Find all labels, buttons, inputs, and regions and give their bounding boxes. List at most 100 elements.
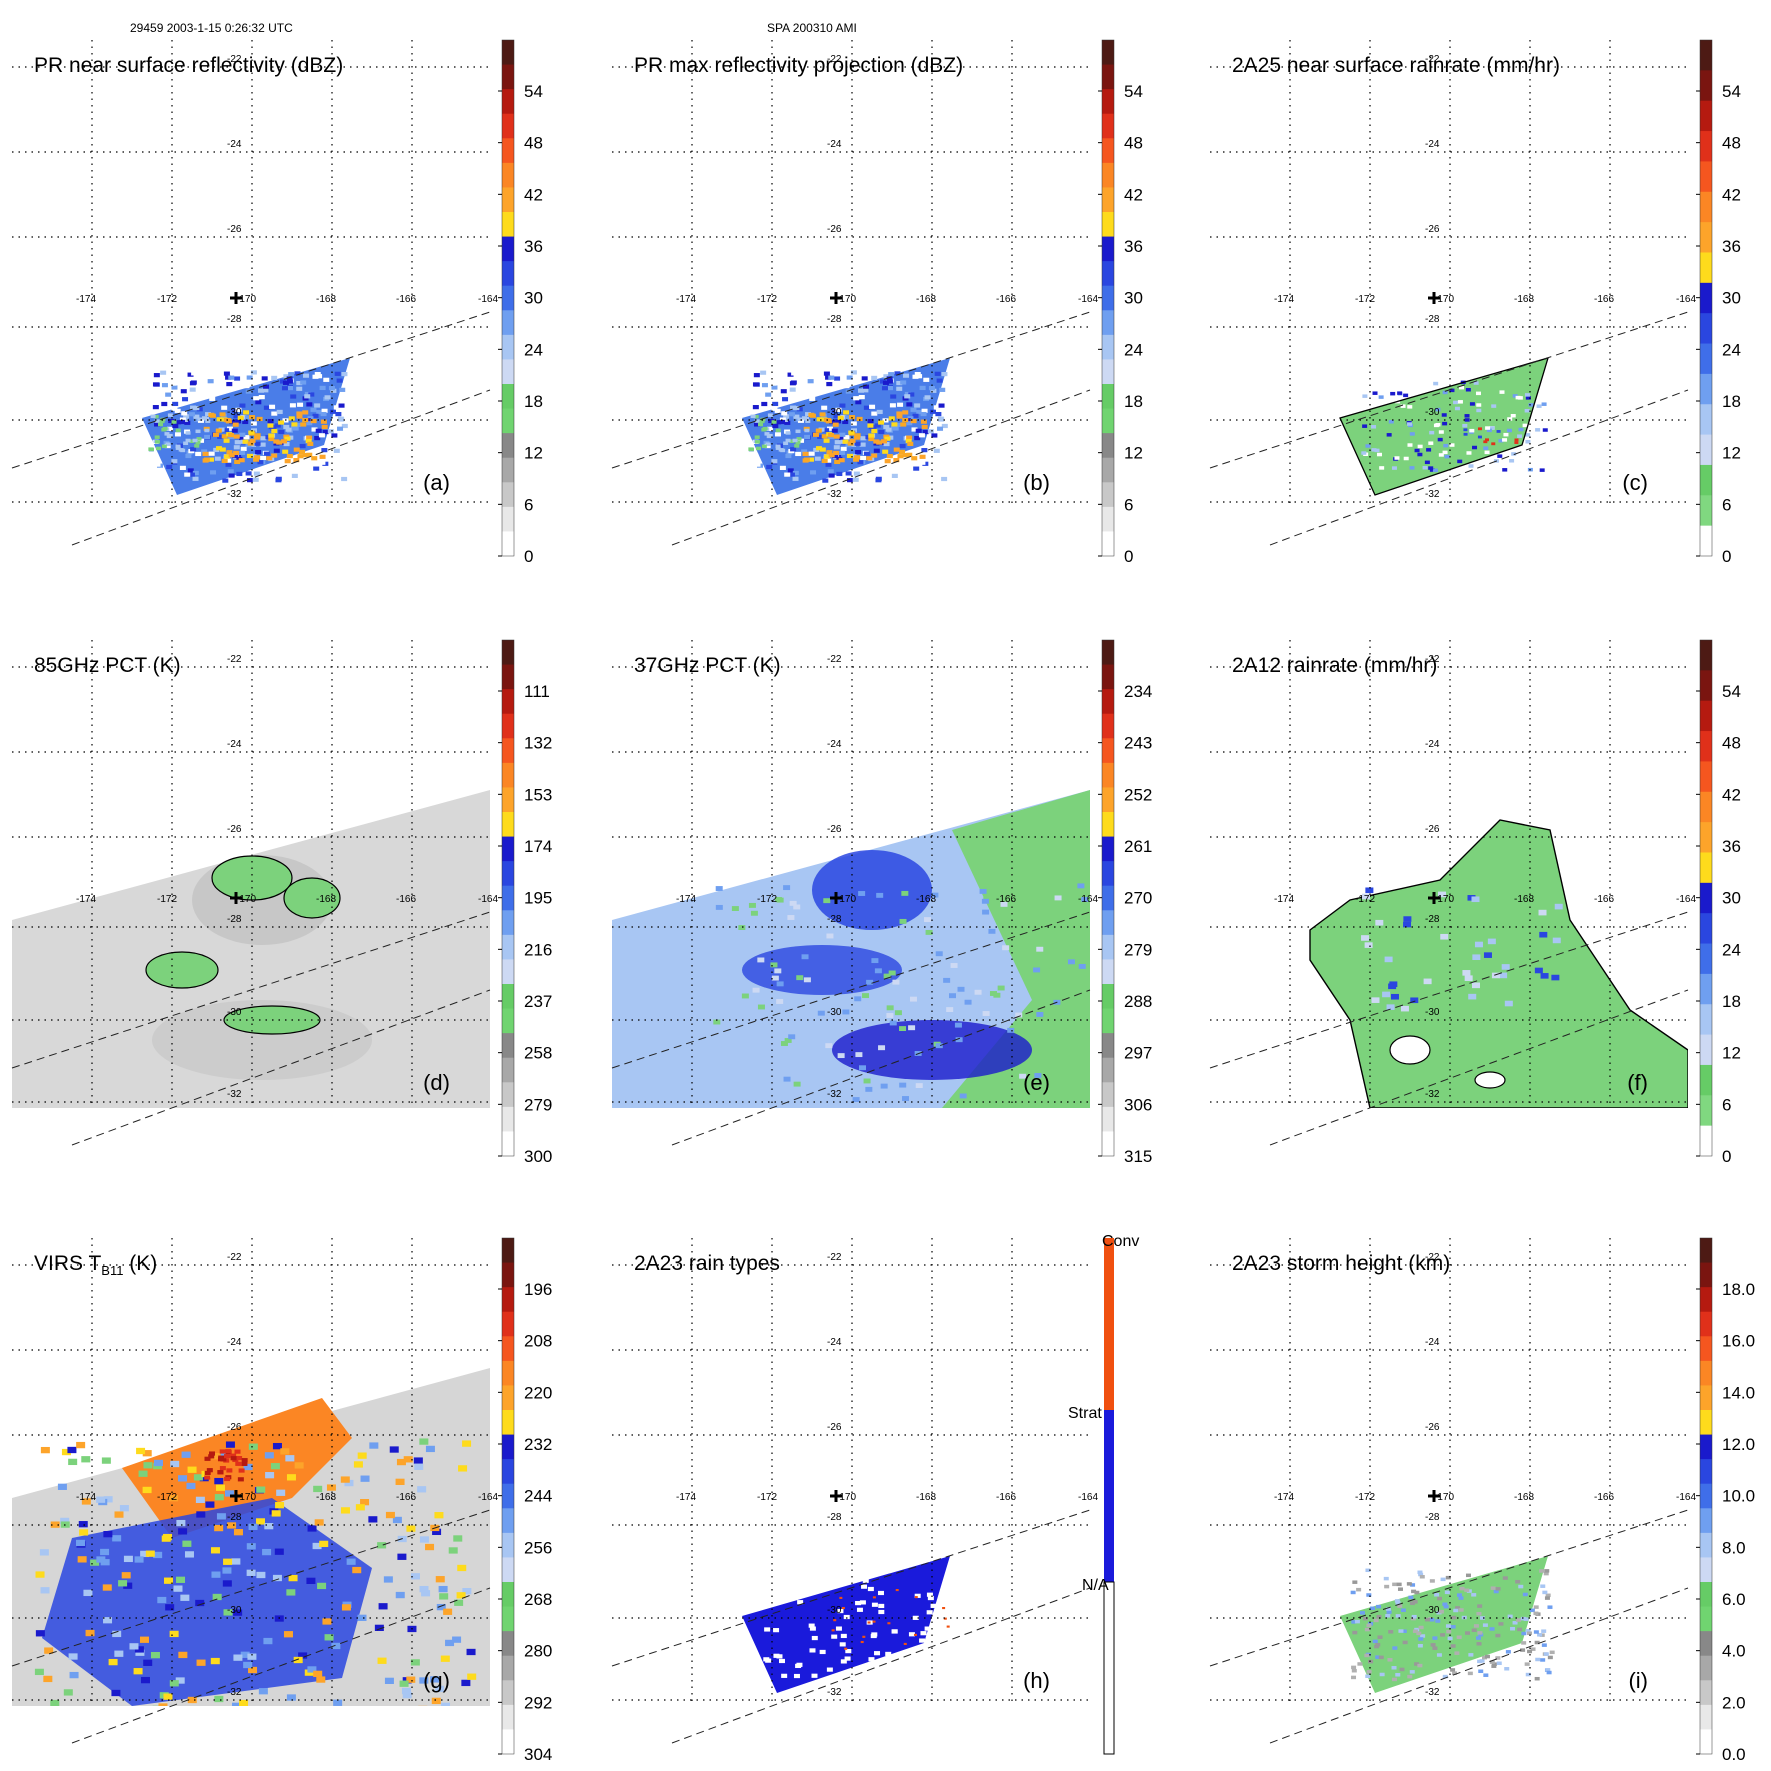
colorbar-segment: [502, 1360, 514, 1387]
colorbar-tick-label: 42: [524, 185, 543, 204]
field-pixel: [778, 1658, 785, 1664]
colorbar-segment: [1700, 495, 1712, 527]
lat-label: -28: [1425, 1512, 1440, 1523]
data-field: [742, 358, 950, 495]
field-pixel: [418, 1705, 428, 1706]
storm-center-marker: [1428, 292, 1440, 304]
field-pixel: [1471, 982, 1480, 989]
field-pixel: [837, 1608, 844, 1614]
field-pixel: [312, 1542, 322, 1550]
field-pixel: [886, 379, 893, 384]
colorbar-segment: [502, 1434, 514, 1460]
field-pixel: [897, 454, 904, 459]
field-pixel: [927, 1595, 934, 1601]
field-pixel: [298, 1652, 308, 1659]
colorbar-segment: [1700, 1582, 1712, 1608]
field-pixel: [1375, 1655, 1381, 1659]
lat-label: -32: [1425, 1687, 1440, 1698]
field-pixel: [780, 1041, 788, 1046]
field-pixel: [219, 1466, 226, 1471]
colorbar-tick-label: 0: [1722, 1147, 1731, 1166]
lat-label: -24: [827, 139, 842, 150]
lat-label: -32: [827, 1687, 842, 1698]
field-pixel: [1378, 395, 1384, 399]
field-pixel: [1442, 1602, 1448, 1607]
field-pixel: [1457, 459, 1463, 464]
data-field: [1339, 357, 1549, 496]
field-pixel: [1468, 1653, 1474, 1657]
field-pixel: [935, 951, 943, 957]
field-pixel: [161, 383, 168, 388]
field-pixel: [1524, 408, 1530, 413]
lat-label: -26: [827, 824, 842, 835]
field-pixel: [457, 1564, 467, 1572]
field-pixel: [153, 414, 159, 419]
field-pixel: [1362, 394, 1368, 398]
field-pixel: [230, 1456, 237, 1461]
field-pixel: [859, 1065, 867, 1071]
lat-label: -22: [227, 654, 242, 665]
lon-label: -170: [836, 294, 856, 305]
field-pixel: [1499, 972, 1508, 979]
field-pixel: [292, 426, 299, 431]
field-pixel: [891, 473, 898, 478]
colorbar-segment: [1700, 464, 1712, 496]
field-pixel: [934, 371, 941, 376]
colorbar-segment: [502, 64, 514, 90]
colorbar-tick-label: 0: [1124, 547, 1133, 566]
field-pixel: [814, 456, 821, 461]
field-pixel: [979, 888, 987, 894]
field-pixel: [224, 1454, 231, 1459]
field-pixel: [214, 1477, 224, 1485]
colorbar-tick-label: 54: [1722, 82, 1741, 101]
field-pixel: [118, 1580, 128, 1587]
colorbar-tick-label: 2.0: [1722, 1693, 1746, 1712]
field-pixel: [202, 391, 209, 396]
field-pixel: [1495, 1633, 1501, 1638]
field-pixel: [1495, 1587, 1501, 1591]
field-pixel: [274, 423, 281, 428]
lon-label: -172: [1355, 894, 1375, 905]
field-pixel: [1512, 1621, 1518, 1625]
field-pixel: [914, 1593, 921, 1598]
cold-pct-area: [283, 877, 341, 919]
field-pixel: [223, 428, 230, 433]
field-pixel: [224, 1476, 231, 1482]
field-pixel: [1498, 1622, 1504, 1626]
field-pixel: [63, 1689, 73, 1696]
field-pixel: [791, 371, 798, 376]
field-pixel: [331, 433, 338, 438]
swath-edge-line: [671, 1587, 1091, 1744]
field-pixel: [828, 473, 835, 478]
swath-area: [1340, 358, 1548, 495]
field-pixel: [299, 443, 306, 449]
field-pixel: [1459, 1586, 1465, 1591]
field-pixel: [164, 432, 170, 436]
field-pixel: [171, 420, 177, 424]
field-pixel: [1444, 454, 1450, 459]
field-pixel: [785, 431, 791, 435]
field-pixel: [1544, 1596, 1550, 1600]
field-pixel: [263, 451, 270, 456]
lat-label: -30: [827, 1007, 842, 1018]
colorbar-tick-label: 54: [1124, 82, 1143, 101]
lon-label: -166: [396, 294, 416, 305]
field-pixel: [835, 1580, 842, 1585]
field-pixel: [241, 1461, 248, 1466]
field-pixel: [817, 434, 824, 439]
field-pixel: [803, 417, 809, 421]
field-pixel: [1054, 895, 1062, 901]
field-pixel: [273, 439, 280, 444]
field-pixel: [306, 1577, 316, 1584]
field-pixel: [1394, 1599, 1400, 1603]
field-pixel: [321, 478, 328, 484]
swath-edge-line: [1209, 311, 1689, 469]
swath-edges: [611, 911, 1091, 1146]
field-pixel: [258, 388, 265, 393]
lat-label: -30: [827, 407, 842, 418]
swath-edge-line: [611, 311, 1091, 469]
field-pixel: [770, 962, 778, 968]
field-pixel: [1521, 1631, 1527, 1636]
colorbar-segment: [1700, 1336, 1712, 1362]
field-pixel: [61, 1448, 71, 1456]
